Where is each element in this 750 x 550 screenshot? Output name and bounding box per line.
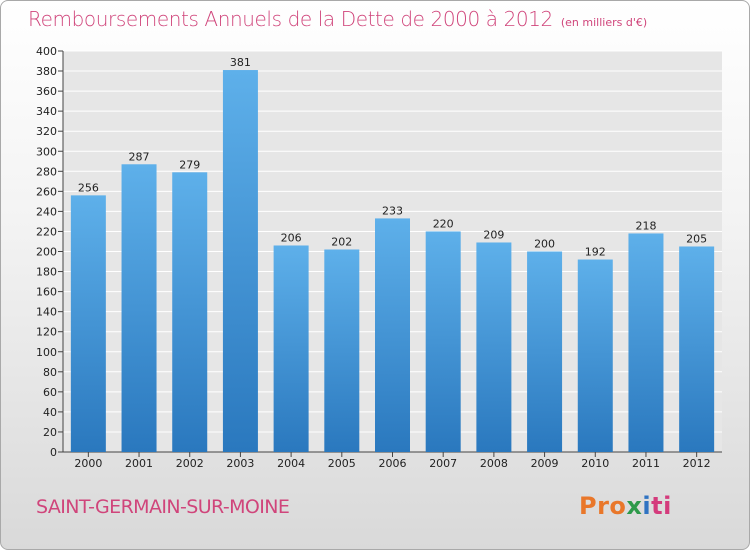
bar-2012 <box>679 246 715 452</box>
data-label-2008: 209 <box>483 228 504 241</box>
bar-2003 <box>222 70 258 453</box>
bar-2006 <box>375 218 410 452</box>
bar-2007 <box>425 231 461 452</box>
y-tick-label: 340 <box>36 105 57 118</box>
y-tick-label: 260 <box>36 185 57 198</box>
bar-2009 <box>527 251 563 452</box>
data-label-2005: 202 <box>331 235 352 248</box>
bar-2010 <box>577 259 613 452</box>
bar-2008 <box>476 242 512 452</box>
data-label-2009: 200 <box>534 238 555 251</box>
y-tick-label: 0 <box>50 446 57 459</box>
y-tick-label: 140 <box>36 306 57 319</box>
y-tick-label: 160 <box>36 286 57 299</box>
y-tick-label: 220 <box>36 225 57 238</box>
y-tick-label: 300 <box>36 145 57 158</box>
x-tick-label-2003: 2003 <box>226 457 254 470</box>
x-tick-label-2002: 2002 <box>176 457 204 470</box>
y-tick-label: 120 <box>36 326 57 339</box>
data-label-2000: 256 <box>78 181 99 194</box>
data-label-2004: 206 <box>281 231 302 244</box>
data-label-2003: 381 <box>230 56 251 69</box>
bar-2004 <box>273 245 309 452</box>
data-label-2011: 218 <box>635 219 656 232</box>
data-label-2007: 220 <box>433 217 454 230</box>
data-label-2002: 279 <box>179 158 200 171</box>
y-tick-label: 240 <box>36 205 57 218</box>
data-label-2010: 192 <box>585 246 606 259</box>
y-tick-label: 60 <box>43 386 57 399</box>
x-tick-label-2000: 2000 <box>74 457 102 470</box>
y-tick-label: 360 <box>36 85 57 98</box>
bar-2011 <box>628 233 664 452</box>
y-tick-label: 40 <box>43 406 57 419</box>
x-tick-label-2010: 2010 <box>581 457 609 470</box>
y-tick-label: 380 <box>36 65 57 78</box>
x-tick-label-2006: 2006 <box>379 457 407 470</box>
y-tick-label: 400 <box>36 45 57 58</box>
data-label-2006: 233 <box>382 204 403 217</box>
data-label-2001: 287 <box>129 150 150 163</box>
x-tick-label-2007: 2007 <box>429 457 457 470</box>
y-tick-label: 200 <box>36 246 57 259</box>
x-tick-label-2004: 2004 <box>277 457 305 470</box>
x-tick-label-2005: 2005 <box>328 457 356 470</box>
x-tick-label-2009: 2009 <box>531 457 559 470</box>
y-tick-label: 180 <box>36 266 57 279</box>
y-tick-label: 20 <box>43 426 57 439</box>
chart-unit-label: (en milliers d'€) <box>560 16 648 29</box>
y-tick-label: 280 <box>36 165 57 178</box>
chart-title-text: Remboursements Annuels de la Dette de 20… <box>28 7 553 31</box>
bar-2000 <box>70 195 106 453</box>
x-tick-label-2011: 2011 <box>632 457 660 470</box>
x-tick-label-2008: 2008 <box>480 457 508 470</box>
commune-name: SAINT-GERMAIN-SUR-MOINE <box>36 496 290 518</box>
bar-2001 <box>121 164 157 452</box>
x-tick-label-2012: 2012 <box>683 457 711 470</box>
y-tick-label: 320 <box>36 125 57 138</box>
bar-2005 <box>324 249 360 452</box>
brand-logo: Proxiti <box>579 492 672 520</box>
bar-2002 <box>172 172 208 453</box>
y-tick-label: 80 <box>43 366 57 379</box>
y-tick-label: 100 <box>36 346 57 359</box>
x-tick-label-2001: 2001 <box>125 457 153 470</box>
data-label-2012: 205 <box>686 232 707 245</box>
chart-title: Remboursements Annuels de la Dette de 20… <box>28 7 647 31</box>
